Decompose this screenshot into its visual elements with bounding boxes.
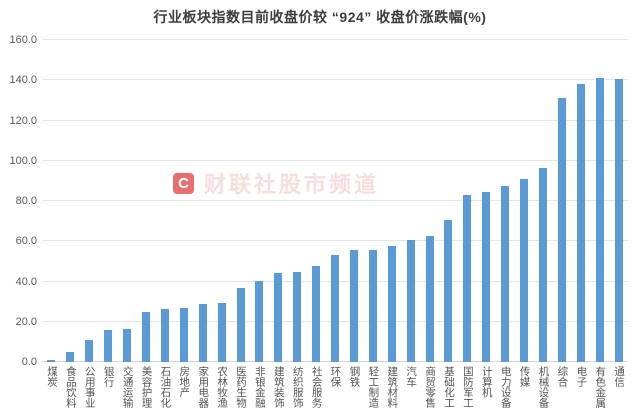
bar-计算机: [482, 191, 491, 362]
plot-area: [42, 39, 628, 362]
bar-社会服务: [312, 265, 321, 362]
x-tick-label-银行: 银行: [102, 366, 115, 387]
x-tick-label-环保: 环保: [329, 366, 342, 387]
y-tick-label: 100.0: [9, 154, 37, 167]
gridline-140.0: [42, 79, 628, 81]
x-tick-label-基础化工: 基础化工: [442, 366, 455, 408]
x-tick-label-农林牧渔: 农林牧渔: [216, 366, 229, 408]
bar-电力设备: [501, 185, 510, 362]
x-tick-label-石油石化: 石油石化: [159, 366, 172, 408]
bar-传媒: [520, 178, 529, 362]
bar-食品饮料: [66, 352, 75, 362]
x-tick-label-纺织服饰: 纺织服饰: [291, 366, 304, 408]
bar-房地产: [179, 307, 188, 362]
x-axis-labels: 煤炭 食品饮料 公用事业 银行 交通运输 美容护理 石油石化 房地产 家用电器 农林牧渔 医药生物非…: [42, 366, 628, 420]
bar-基础化工: [444, 220, 453, 362]
x-tick-label-非银金融: 非银金融: [253, 366, 266, 408]
x-tick-label-国防军工: 国防军工: [461, 366, 474, 408]
x-tick-label-建筑材料: 建筑材料: [386, 366, 399, 408]
bar-家用电器: [198, 303, 207, 362]
bar-交通运输: [123, 329, 132, 362]
bar-建筑材料: [387, 246, 396, 362]
y-tick-label: 140.0: [9, 74, 37, 87]
x-tick-label-综合: 综合: [556, 366, 569, 387]
bar-纺织服饰: [293, 271, 302, 362]
x-tick-label-食品饮料: 食品饮料: [64, 366, 77, 408]
gridline-100.0: [42, 159, 628, 161]
bar-国防军工: [463, 194, 472, 362]
x-tick-label-汽车: 汽车: [405, 366, 418, 387]
bar-非银金融: [255, 280, 264, 362]
y-tick-label: 80.0: [15, 195, 37, 207]
bar-医药生物: [236, 288, 245, 362]
bar-煤炭: [47, 360, 56, 362]
bar-钢铁: [349, 250, 358, 362]
chart-title: 行业板块指数目前收盘价较 “924” 收盘价涨跌幅(%): [153, 9, 487, 25]
x-tick-label-建筑装饰: 建筑装饰: [272, 366, 285, 408]
x-tick-label-房地产: 房地产: [178, 366, 191, 398]
x-tick-label-商贸零售: 商贸零售: [424, 366, 437, 408]
gridline-80.0: [42, 200, 628, 201]
bar-环保: [331, 254, 340, 362]
bar-公用事业: [85, 340, 94, 362]
y-tick-label: 40.0: [15, 275, 37, 288]
gridline-60.0: [42, 240, 628, 242]
bar-美容护理: [141, 312, 150, 362]
x-tick-label-电子: 电子: [575, 366, 588, 387]
bar-通信: [614, 79, 623, 362]
x-tick-label-钢铁: 钢铁: [348, 366, 361, 387]
gridline-120.0: [42, 119, 628, 121]
x-tick-label-轻工制造: 轻工制造: [367, 366, 380, 408]
x-tick-label-煤炭: 煤炭: [45, 366, 58, 387]
x-tick-label-家用电器: 家用电器: [197, 366, 210, 408]
bar-石油石化: [160, 308, 169, 362]
bar-农林牧渔: [217, 302, 226, 362]
y-tick-label: 160.0: [9, 34, 37, 46]
bar-建筑装饰: [274, 273, 283, 362]
x-tick-label-电力设备: 电力设备: [499, 366, 512, 408]
bar-电子: [576, 84, 585, 362]
x-tick-label-交通运输: 交通运输: [121, 366, 134, 408]
x-tick-label-美容护理: 美容护理: [140, 366, 153, 408]
bar-机械设备: [539, 167, 548, 362]
bar-汽车: [406, 239, 415, 362]
x-tick-label-有色金属: 有色金属: [594, 366, 607, 408]
x-tick-label-机械设备: 机械设备: [537, 366, 550, 408]
bar-银行: [104, 330, 113, 362]
x-tick-label-公用事业: 公用事业: [83, 366, 96, 408]
y-tick-label: 60.0: [15, 235, 37, 248]
y-tick-label: 0.0: [21, 356, 37, 368]
y-tick-label: 20.0: [15, 315, 37, 328]
bar-综合: [557, 97, 566, 362]
bar-轻工制造: [368, 249, 377, 362]
x-tick-label-通信: 通信: [613, 366, 626, 387]
bar-有色金属: [595, 78, 604, 362]
gridline-160.0: [42, 39, 628, 40]
x-tick-label-医药生物: 医药生物: [235, 366, 248, 408]
x-tick-label-计算机: 计算机: [480, 366, 493, 398]
bar-商贸零售: [425, 235, 434, 362]
x-tick-label-传媒: 传媒: [518, 366, 531, 387]
x-tick-label-社会服务: 社会服务: [310, 366, 323, 408]
bars-container: [42, 40, 628, 362]
y-tick-label: 120.0: [9, 114, 37, 127]
